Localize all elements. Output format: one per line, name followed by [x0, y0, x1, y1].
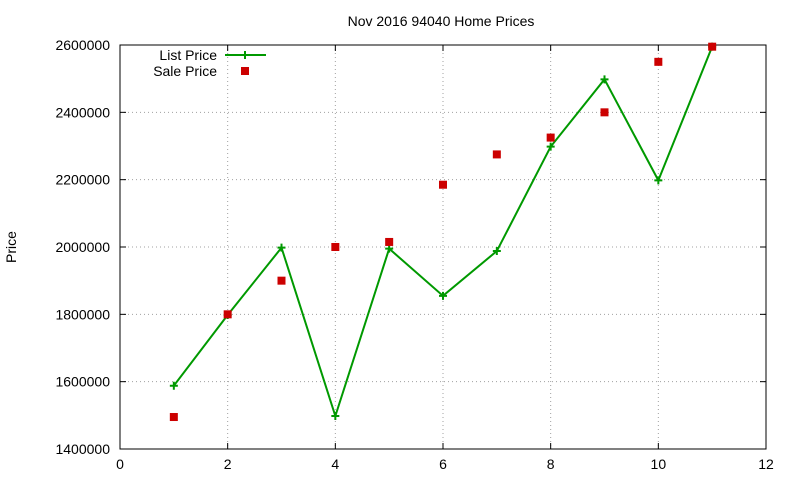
list-price-line — [173, 46, 714, 420]
sale-price-point — [331, 243, 340, 251]
series-list-price — [169, 42, 717, 421]
sale-price-point — [223, 310, 232, 319]
sale-price-point — [385, 237, 394, 246]
sale-price-point — [708, 42, 717, 51]
x-tick-label: 0 — [116, 456, 124, 472]
x-tick-label: 8 — [547, 456, 555, 472]
list-price-point — [654, 176, 663, 185]
y-tick-label: 1600000 — [55, 374, 110, 390]
sale-price-point — [439, 180, 447, 189]
list-price-point — [439, 291, 447, 300]
sale-price-point — [600, 108, 609, 117]
list-price-point — [169, 381, 178, 390]
sale-price-point — [169, 413, 178, 422]
legend-plus-marker — [241, 51, 249, 59]
chart-title: Nov 2016 94040 Home Prices — [348, 13, 535, 29]
list-price-point — [385, 244, 394, 253]
y-tick-label: 1400000 — [55, 441, 110, 457]
sale-price-point — [546, 133, 555, 142]
series-sale-price — [169, 42, 717, 422]
series-layer — [169, 42, 717, 422]
list-price-point — [492, 247, 501, 256]
sale-price-point — [654, 57, 663, 66]
y-tick-label: 2000000 — [55, 239, 110, 255]
legend-label: List Price — [159, 47, 217, 63]
grid-lines — [120, 45, 766, 449]
sale-price-point — [492, 150, 501, 159]
legend-square-marker — [241, 67, 249, 75]
y-tick-label: 2400000 — [55, 104, 110, 120]
list-price-point — [546, 142, 555, 151]
list-price-point — [277, 243, 286, 252]
list-price-point — [600, 75, 609, 84]
x-tick-label: 12 — [758, 456, 774, 472]
x-tick-label: 2 — [224, 456, 232, 472]
sale-price-point — [277, 276, 286, 285]
list-price-point — [331, 412, 340, 421]
axis-ticks: 0 2 4 6 8 10 12 1400000 1600000 1800000 2000000 220… — [55, 37, 774, 472]
x-tick-label: 6 — [439, 456, 447, 472]
x-tick-label: 4 — [331, 456, 339, 472]
x-tick-label: 10 — [651, 456, 667, 472]
legend-label: Sale Price — [153, 63, 217, 79]
y-tick-label: 1800000 — [55, 306, 110, 322]
y-tick-label: 2600000 — [55, 37, 110, 53]
y-axis-label: Price — [3, 231, 19, 263]
y-tick-label: 2200000 — [55, 172, 110, 188]
